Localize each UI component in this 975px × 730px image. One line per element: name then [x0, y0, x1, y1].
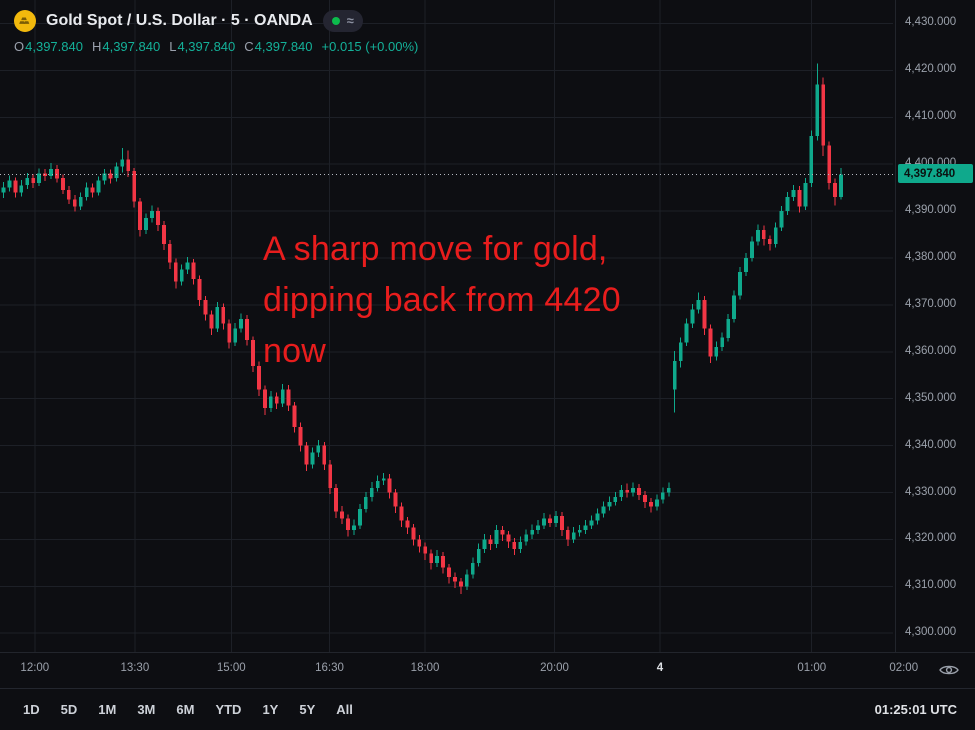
price-axis-label: 4,380.000: [905, 250, 957, 263]
price-axis-label: 4,310.000: [905, 579, 957, 592]
symbol-row: Gold Spot / U.S. Dollar · 5 · OANDA ≈: [14, 8, 418, 34]
range-selector: 1D 5D 1M 3M 6M YTD 1Y 5Y All: [18, 699, 369, 720]
price-axis-label: 4,340.000: [905, 438, 957, 451]
candlestick-chart[interactable]: [0, 0, 895, 652]
time-axis-label: 15:00: [216, 662, 246, 674]
utc-clock[interactable]: 01:25:01 UTC: [874, 702, 957, 717]
market-open-dot-icon: [331, 17, 340, 25]
high-value: 4,397.840: [102, 39, 161, 54]
price-axis-label: 4,420.000: [905, 63, 957, 76]
time-axis-label: 4: [656, 662, 664, 674]
price-axis-label: 4,360.000: [905, 344, 957, 357]
close-value: 4,397.840: [254, 39, 313, 54]
range-ytd-button[interactable]: YTD: [210, 699, 246, 720]
time-axis-label: 20:00: [540, 662, 569, 674]
range-1m-button[interactable]: 1M: [93, 699, 121, 720]
open-label: O: [14, 39, 25, 54]
time-axis-label: 13:30: [120, 662, 150, 674]
time-axis-label: 02:00: [889, 662, 919, 674]
range-5y-button[interactable]: 5Y: [294, 699, 320, 720]
price-axis-label: 4,330.000: [905, 485, 957, 498]
range-5d-button[interactable]: 5D: [56, 699, 83, 720]
price-axis-label: 4,390.000: [905, 204, 957, 217]
close-label: C: [244, 39, 254, 54]
range-6m-button[interactable]: 6M: [171, 699, 199, 720]
eye-icon[interactable]: [937, 661, 961, 679]
change-value: +0.015 (+0.00%): [321, 39, 419, 54]
time-axis-label: 16:30: [315, 662, 344, 674]
time-axis-label: 12:00: [20, 662, 50, 674]
approx-data-icon: ≈: [346, 13, 354, 28]
eye-glyph-icon: [939, 665, 959, 675]
chart-pane[interactable]: A sharp move for gold, dipping back from …: [0, 0, 895, 652]
price-axis-label: 4,300.000: [905, 626, 957, 639]
bottom-toolbar: 1D 5D 1M 3M 6M YTD 1Y 5Y All 01:25:01 UTC: [0, 688, 975, 730]
time-axis-label: 18:00: [410, 662, 440, 674]
ohlc-row: O 4,397.840 H 4,397.840 L 4,397.840 C 4,397.…: [14, 39, 418, 54]
time-axis[interactable]: 12:00 13:30 15:00 16:30 18:00 20:00 4 01:00 02:0…: [0, 652, 975, 688]
range-1d-button[interactable]: 1D: [18, 699, 45, 720]
price-axis-label: 4,350.000: [905, 391, 957, 404]
range-1y-button[interactable]: 1Y: [257, 699, 283, 720]
price-axis-label: 4,370.000: [905, 297, 957, 310]
price-axis[interactable]: 4,397.840 4,430.000 4,420.000 4,410.000 4,4…: [895, 0, 975, 652]
gold-symbol-logo-icon: [14, 10, 36, 32]
current-price-label: 4,397.840: [898, 164, 973, 184]
range-all-button[interactable]: All: [331, 699, 358, 720]
open-value: 4,397.840: [25, 39, 83, 54]
price-axis-label: 4,410.000: [905, 110, 957, 123]
market-status-pill[interactable]: ≈: [322, 10, 363, 32]
high-label: H: [91, 39, 102, 54]
range-3m-button[interactable]: 3M: [132, 699, 160, 720]
time-axis-label: 01:00: [797, 662, 827, 674]
price-axis-label: 4,430.000: [905, 16, 957, 29]
price-axis-label: 4,320.000: [905, 532, 957, 545]
gold-bars-icon: [19, 17, 30, 24]
symbol-title[interactable]: Gold Spot / U.S. Dollar · 5 · OANDA: [46, 12, 313, 29]
low-label: L: [169, 39, 177, 54]
low-value: 4,397.840: [177, 39, 236, 54]
